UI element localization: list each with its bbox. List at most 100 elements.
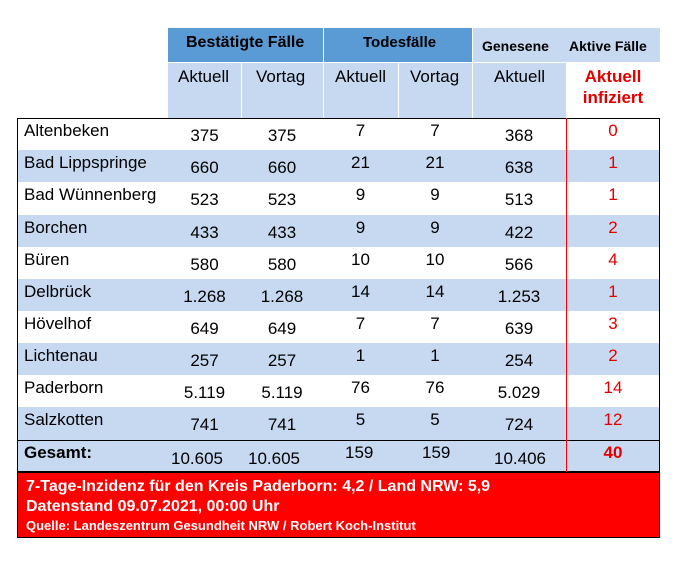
total-deaths-current: 159 xyxy=(345,443,374,462)
row-conf-prev: 257 xyxy=(267,351,297,370)
footer-source: Quelle: Landeszentrum Gesundheit NRW / R… xyxy=(26,518,416,533)
header-recovered-current: Aktuell xyxy=(494,67,546,86)
row-death-now: 76 xyxy=(351,378,370,397)
header-group-confirmed-bg xyxy=(168,28,323,62)
header-active: Aktive Fälle xyxy=(569,38,647,54)
row-municipality: Salzkotten xyxy=(24,410,104,429)
row-recovered: 638 xyxy=(504,158,534,177)
row-recovered: 5.029 xyxy=(497,383,541,402)
row-municipality: Büren xyxy=(24,250,70,269)
row-conf-now: 5.119 xyxy=(183,383,226,402)
row-death-prev: 9 xyxy=(430,185,440,204)
table-row xyxy=(17,215,660,247)
row-death-prev: 21 xyxy=(425,153,445,172)
row-conf-prev: 5.119 xyxy=(261,383,303,402)
row-death-prev: 5 xyxy=(430,410,440,429)
table-row xyxy=(17,343,660,375)
total-confirmed-current: 10.605 xyxy=(171,449,223,468)
header-confirmed: Bestätigte Fälle xyxy=(186,34,305,51)
row-death-now: 10 xyxy=(351,250,370,269)
header-active-current: Aktuell xyxy=(584,67,642,86)
row-conf-now: 649 xyxy=(190,319,219,338)
header-confirmed-current: Aktuell xyxy=(178,67,230,86)
header-group-deaths-bg xyxy=(323,28,472,62)
row-death-prev: 14 xyxy=(425,282,445,301)
row-conf-now: 433 xyxy=(190,223,219,242)
total-recovered: 10.406 xyxy=(494,449,546,468)
header-group-active-bg xyxy=(566,28,660,62)
header-divider xyxy=(323,28,324,118)
row-death-now: 7 xyxy=(355,121,366,140)
row-conf-now: 1.268 xyxy=(183,287,226,306)
row-death-now: 14 xyxy=(351,282,370,301)
row-conf-prev: 375 xyxy=(267,126,297,145)
row-conf-prev: 580 xyxy=(267,255,297,274)
table-row xyxy=(17,150,660,182)
row-death-now: 5 xyxy=(355,410,366,429)
row-municipality: Delbrück xyxy=(24,282,92,301)
row-death-now: 1 xyxy=(355,346,366,365)
row-recovered: 254 xyxy=(504,351,534,370)
row-active: 4 xyxy=(608,250,618,269)
table-row xyxy=(17,407,660,440)
table-row xyxy=(17,182,660,215)
row-active: 0 xyxy=(608,121,618,140)
row-municipality: Paderborn xyxy=(24,378,104,397)
row-municipality: Bad Lippspringe xyxy=(24,153,147,172)
row-recovered: 724 xyxy=(504,415,534,434)
header-deaths: Todesfälle xyxy=(363,34,437,51)
total-confirmed-previous: 10.605 xyxy=(248,449,300,468)
header-deaths-previous: Vortag xyxy=(410,67,460,86)
row-municipality: Hövelhof xyxy=(24,314,92,333)
row-death-prev: 1 xyxy=(430,346,440,365)
footer-data-date: Datenstand 09.07.2021, 00:00 Uhr xyxy=(26,498,280,515)
total-deaths-previous: 159 xyxy=(422,443,451,462)
row-municipality: Lichtenau xyxy=(24,346,98,365)
header-divider xyxy=(168,62,566,63)
total-active: 40 xyxy=(603,443,623,462)
active-column-divider xyxy=(566,118,567,472)
row-recovered: 513 xyxy=(504,190,534,209)
row-death-now: 9 xyxy=(355,218,366,237)
row-municipality: Bad Wünnenberg xyxy=(24,185,157,204)
row-death-now: 9 xyxy=(355,185,366,204)
row-active: 2 xyxy=(608,346,618,365)
header-deaths-current: Aktuell xyxy=(335,67,387,86)
row-municipality: Altenbeken xyxy=(24,121,110,140)
row-conf-now: 375 xyxy=(190,126,219,145)
table-row xyxy=(17,279,660,311)
row-death-prev: 7 xyxy=(430,121,440,140)
row-conf-now: 257 xyxy=(190,351,219,370)
row-conf-prev: 1.268 xyxy=(260,287,304,306)
row-death-prev: 76 xyxy=(425,378,445,397)
row-recovered: 422 xyxy=(504,223,534,242)
row-active: 1 xyxy=(608,153,618,172)
row-active: 2 xyxy=(608,218,618,237)
row-conf-prev: 523 xyxy=(267,190,297,209)
table-row xyxy=(17,118,660,150)
row-death-now: 7 xyxy=(355,314,366,333)
row-death-prev: 10 xyxy=(425,250,445,269)
row-recovered: 368 xyxy=(504,126,534,145)
table-row xyxy=(17,247,660,279)
row-conf-now: 580 xyxy=(190,255,219,274)
row-active: 1 xyxy=(608,185,618,204)
header-divider xyxy=(398,62,399,118)
row-conf-prev: 741 xyxy=(267,415,297,434)
incidence-footer: 7-Tage-Inzidenz für den Kreis Paderborn:… xyxy=(17,472,660,538)
header-confirmed-previous: Vortag xyxy=(256,67,306,86)
row-conf-prev: 433 xyxy=(267,223,297,242)
row-death-prev: 7 xyxy=(430,314,440,333)
header-sub-active-bg xyxy=(566,62,660,118)
row-active: 1 xyxy=(608,282,618,301)
row-conf-now: 741 xyxy=(190,415,219,434)
row-recovered: 1.253 xyxy=(497,287,541,306)
table-row xyxy=(17,375,660,407)
row-conf-now: 660 xyxy=(190,158,219,177)
row-active: 14 xyxy=(603,378,623,397)
header-sub-bg xyxy=(168,62,566,118)
row-recovered: 639 xyxy=(504,319,534,338)
row-recovered: 566 xyxy=(504,255,534,274)
row-death-now: 21 xyxy=(351,153,370,172)
row-death-prev: 9 xyxy=(430,218,440,237)
